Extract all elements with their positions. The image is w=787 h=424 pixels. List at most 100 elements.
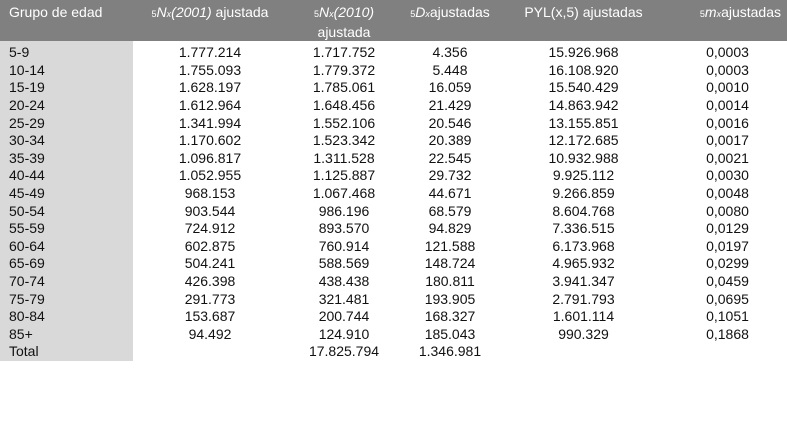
population-2001-cell: 724.912 — [184, 220, 236, 237]
table-row: 10-14 1.755.093 1.779.372 5.448 16.108.920 0,… — [0, 61, 787, 80]
deaths-cell: 185.043 — [424, 325, 476, 342]
population-2010-cell: 1.125.887 — [312, 167, 376, 184]
population-2010-cell: 17.825.794 — [308, 343, 380, 360]
table-row: 25-29 1.341.994 1.552.106 20.546 13.155.851 0… — [0, 114, 787, 133]
population-2010-cell: 321.481 — [318, 290, 370, 307]
age-group-cell: 55-59 — [0, 220, 133, 238]
deaths-cell: 94.829 — [428, 220, 472, 237]
header-n2010-label: ajustada — [317, 23, 371, 40]
table-row: 20-24 1.612.964 1.648.456 21.429 14.863.942 0… — [0, 96, 787, 115]
header-row: Grupo de edad 5Nx(2001) ajustada 5Nx(201… — [0, 0, 787, 42]
population-2001-cell: 968.153 — [184, 184, 236, 201]
age-group-cell: Total — [0, 343, 133, 361]
table-row: 30-34 1.170.602 1.523.342 20.389 12.172.685 0… — [0, 132, 787, 150]
population-2010-cell: 760.914 — [318, 237, 370, 254]
pyl-cell: 8.604.768 — [552, 202, 615, 219]
population-2010-cell: 1.311.528 — [313, 149, 375, 166]
deaths-cell: 44.671 — [428, 184, 472, 201]
deaths-cell: 29.732 — [428, 167, 472, 184]
population-2001-cell: 1.777.214 — [178, 44, 242, 61]
age-group-cell: 50-54 — [0, 202, 133, 221]
population-2010-cell: 1.552.106 — [312, 114, 376, 131]
population-2001-cell: 1.612.964 — [178, 96, 242, 113]
deaths-cell: 16.059 — [428, 79, 472, 96]
age-group-cell: 30-34 — [0, 132, 133, 150]
table-row: 65-69 504.241 588.569 148.724 4.965.932 0,029… — [0, 255, 787, 273]
age-group-cell: 85+ — [0, 325, 133, 344]
pyl-cell: 4.965.932 — [552, 255, 615, 272]
pyl-cell: 1.601.114 — [552, 308, 615, 325]
population-2001-cell: 291.773 — [184, 290, 236, 307]
table-row: 70-74 426.398 438.438 180.811 3.941.347 0,045… — [0, 272, 787, 291]
mortality-rate-cell — [668, 343, 787, 361]
deaths-cell: 20.389 — [428, 132, 472, 149]
table-row: 35-39 1.096.817 1.311.528 22.545 10.932.988 0… — [0, 149, 787, 168]
mortality-rate-cell: 0,0014 — [706, 96, 749, 113]
age-group-cell: 70-74 — [0, 272, 133, 291]
deaths-cell: 148.724 — [424, 255, 476, 272]
deaths-cell: 4.356 — [432, 44, 468, 61]
header-n2010: 5Nx(2010) ajustada — [287, 0, 401, 42]
pyl-cell: 7.336.515 — [552, 220, 615, 237]
mortality-rate-cell: 0,0021 — [706, 149, 749, 166]
pyl-cell: 13.155.851 — [548, 114, 619, 131]
age-group-cell: 80-84 — [0, 308, 133, 326]
mortality-rate-cell: 0,0299 — [706, 255, 749, 272]
mortality-rate-cell: 0,0010 — [706, 79, 749, 96]
table-row: Total 17.825.794 1.346.981 — [0, 343, 787, 361]
header-n2010-subscript: 5 — [313, 9, 319, 19]
table-row: 75-79 291.773 321.481 193.905 2.791.793 0,069… — [0, 290, 787, 309]
population-2010-cell: 1.523.342 — [312, 132, 376, 149]
pyl-cell: 3.941.347 — [552, 272, 615, 289]
age-group-cell: 40-44 — [0, 167, 133, 185]
population-2010-cell: 1.067.468 — [312, 184, 376, 201]
age-group-cell: 65-69 — [0, 255, 133, 273]
header-rate: 5mxajustadas — [668, 0, 787, 42]
population-2010-cell: 1.779.372 — [312, 61, 376, 78]
age-group-cell: 75-79 — [0, 290, 133, 309]
header-n2001-x: x — [166, 9, 172, 19]
table-body: 5-9 1.777.214 1.717.752 4.356 15.926.968 0,00… — [0, 44, 787, 361]
header-rate-symbol: m — [704, 4, 717, 20]
table-row: 80-84 153.687 200.744 168.327 1.601.114 0,105… — [0, 308, 787, 326]
header-rate-x: x — [716, 9, 722, 19]
table-row: 55-59 724.912 893.570 94.829 7.336.515 0,0129 — [0, 220, 787, 238]
pyl-cell: 9.925.112 — [552, 167, 615, 184]
mortality-rate-cell: 0,0129 — [706, 220, 749, 237]
mortality-rate-cell: 0,0197 — [706, 237, 749, 254]
population-2001-cell: 1.170.602 — [178, 132, 242, 149]
population-2001-cell: 1.052.955 — [178, 167, 242, 184]
deaths-cell: 168.327 — [424, 308, 476, 325]
deaths-cell: 1.346.981 — [418, 343, 482, 360]
mortality-rate-cell: 0,0030 — [706, 167, 749, 184]
table-row: 45-49 968.153 1.067.468 44.671 9.266.859 0,00… — [0, 184, 787, 203]
header-n2001-label: ajustada — [211, 4, 269, 20]
population-2001-cell: 426.398 — [184, 272, 236, 289]
mortality-rate-cell: 0,0080 — [706, 202, 749, 219]
table-row: 60-64 602.875 760.914 121.588 6.173.968 0,019… — [0, 237, 787, 256]
header-deaths-symbol: D — [415, 4, 426, 20]
population-2010-cell: 588.569 — [318, 255, 370, 272]
mortality-rate-cell: 0,0048 — [706, 184, 749, 201]
age-group-cell: 15-19 — [0, 79, 133, 97]
header-deaths-x: x — [425, 9, 430, 19]
population-2001-cell: 1.628.197 — [178, 79, 242, 96]
table-row: 15-19 1.628.197 1.785.061 16.059 15.540.429 0… — [0, 79, 787, 97]
population-2010-cell: 1.648.456 — [312, 96, 376, 113]
pyl-cell: 2.791.793 — [552, 290, 615, 307]
population-2001-cell: 903.544 — [184, 202, 236, 219]
mortality-rate-cell: 0,1051 — [706, 308, 749, 325]
pyl-cell: 14.863.942 — [548, 96, 619, 113]
population-2001-cell: 1.755.093 — [178, 61, 242, 78]
table-row: 40-44 1.052.955 1.125.887 29.732 9.925.112 0,… — [0, 167, 787, 185]
header-rate-label: ajustadas — [721, 4, 781, 20]
pyl-cell: 990.329 — [558, 325, 609, 342]
population-2010-cell: 986.196 — [318, 202, 370, 219]
header-deaths: 5Dxajustadas — [401, 0, 499, 42]
population-2010-cell: 124.910 — [318, 325, 370, 342]
deaths-cell: 20.546 — [428, 114, 472, 131]
table-row: 5-9 1.777.214 1.717.752 4.356 15.926.968 0,00… — [0, 44, 787, 62]
deaths-cell: 121.588 — [424, 237, 476, 254]
deaths-cell: 22.545 — [428, 149, 472, 166]
separator-gray — [0, 41, 133, 45]
